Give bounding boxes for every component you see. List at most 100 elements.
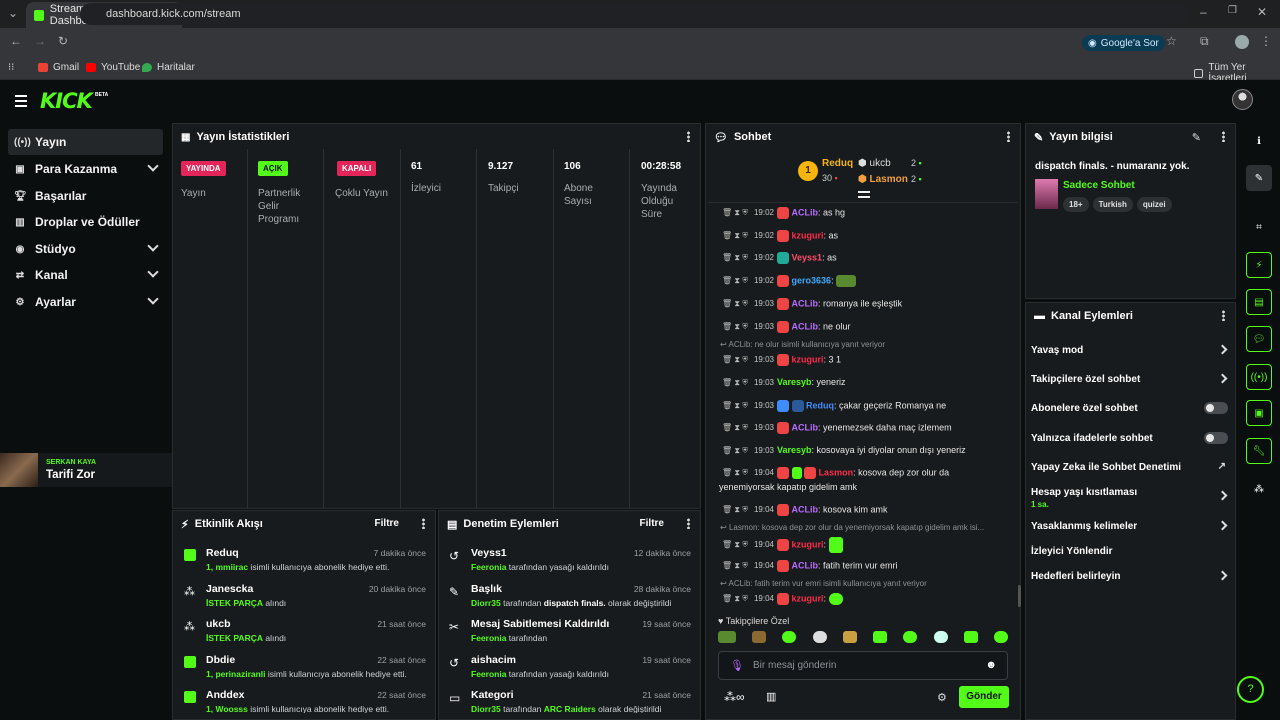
- mod-action-icons[interactable]: 🗑︎ ⧗ ⛨: [722, 299, 748, 309]
- chat-menu-icon[interactable]: [1007, 131, 1010, 142]
- activity-user[interactable]: Janescka: [206, 583, 254, 595]
- category-name[interactable]: Sadece Sohbet: [1063, 180, 1135, 191]
- url-field[interactable]: dashboard.kick.com/stream: [80, 3, 1190, 25]
- sidebar-item-studyo[interactable]: ◉ Stüdyo: [8, 236, 163, 262]
- action-raid[interactable]: İzleyici Yönlendir: [1031, 546, 1226, 557]
- edit-icon[interactable]: ✎: [1246, 165, 1272, 191]
- emote-icon[interactable]: [782, 631, 797, 643]
- moderation-subject[interactable]: Başlık: [471, 583, 502, 595]
- sidebar-item-droplar[interactable]: ▥ Droplar ve Ödüller: [8, 209, 163, 235]
- moderation-subject[interactable]: Mesaj Sabitlemesi Kaldırıldı: [471, 618, 610, 630]
- action-set-goals[interactable]: Hedefleri belirleyin: [1031, 570, 1228, 582]
- bookmark-star-icon[interactable]: ☆: [1166, 34, 1177, 48]
- kick-logo[interactable]: KICK: [40, 89, 93, 113]
- mod-action-icons[interactable]: 🗑︎ ⧗ ⛨: [722, 468, 748, 478]
- chat-scrollbar[interactable]: [1018, 585, 1021, 607]
- user-avatar[interactable]: [1232, 89, 1253, 110]
- msg-user[interactable]: ACLib: [791, 321, 819, 332]
- moderation-menu-icon[interactable]: [687, 518, 690, 529]
- msg-user[interactable]: kzuguri: [791, 539, 824, 550]
- second-gifter[interactable]: ⬢ ukcb: [858, 158, 891, 169]
- chat-input[interactable]: 🎙︎ Bir mesaj gönderin ☻: [718, 651, 1008, 680]
- category-thumbnail[interactable]: [1035, 179, 1058, 209]
- msg-user[interactable]: ACLib: [791, 504, 819, 515]
- edit-pencil-icon[interactable]: ✎: [1191, 132, 1201, 144]
- extensions-icon[interactable]: ⧉: [1200, 34, 1209, 48]
- bookmark-gmail[interactable]: Gmail: [38, 62, 79, 73]
- activity-filter-button[interactable]: Filtre: [374, 518, 399, 529]
- third-gifter[interactable]: ⬢ Lasmon: [858, 174, 908, 185]
- browser-menu-icon[interactable]: ⋮: [1260, 34, 1272, 48]
- msg-user[interactable]: ACLib: [791, 560, 819, 571]
- msg-user[interactable]: gero3636: [791, 275, 832, 286]
- activity-menu-icon[interactable]: [422, 518, 425, 529]
- sidebar-item-yayin[interactable]: ((•)) Yayın: [8, 129, 163, 155]
- moderation-subject[interactable]: aishacim: [471, 654, 516, 666]
- mod-action-icons[interactable]: 🗑︎ ⧗ ⛨: [722, 231, 748, 241]
- restore-icon[interactable]: ❐: [1228, 5, 1237, 16]
- msg-user[interactable]: kzuguri: [791, 593, 824, 604]
- focus-icon[interactable]: ⌗: [1256, 221, 1262, 233]
- hamburger-menu-icon[interactable]: [15, 95, 27, 110]
- msg-user[interactable]: ACLib: [791, 298, 819, 309]
- mod-action-icons[interactable]: 🗑︎ ⧗ ⛨: [722, 355, 748, 365]
- back-icon[interactable]: ←: [10, 34, 22, 48]
- sidebar-item-ayarlar[interactable]: ⚙ Ayarlar: [8, 289, 163, 315]
- emote-icon[interactable]: [812, 631, 827, 643]
- msg-user[interactable]: ACLib: [791, 422, 819, 433]
- chat-settings-icon[interactable]: ⚙: [937, 692, 947, 704]
- moderation-subject[interactable]: Kategori: [471, 689, 514, 701]
- forward-icon[interactable]: →: [34, 34, 46, 48]
- mod-action-icons[interactable]: 🗑︎ ⧗ ⛨: [722, 378, 748, 387]
- broadcast-icon[interactable]: ((•)): [1246, 364, 1272, 390]
- msg-user[interactable]: Veyss1: [791, 252, 823, 263]
- msg-user[interactable]: Varesyb: [777, 445, 812, 455]
- sidebar-item-basarilar[interactable]: 🏆︎ Başarılar: [8, 183, 163, 209]
- channel-actions-menu-icon[interactable]: [1222, 310, 1225, 321]
- action-account-age[interactable]: Hesap yaşı kısıtlaması 1 sa.: [1031, 487, 1228, 509]
- tag[interactable]: quizei: [1136, 197, 1172, 212]
- mod-action-icons[interactable]: 🗑︎ ⧗ ⛨: [722, 505, 748, 515]
- subscribers-only-toggle[interactable]: [1204, 402, 1228, 414]
- mod-action-icons[interactable]: 🗑︎ ⧗ ⛨: [722, 253, 748, 263]
- emote-icon[interactable]: [873, 631, 888, 643]
- moderation-filter-button[interactable]: Filtre: [639, 518, 664, 529]
- mod-action-icons[interactable]: 🗑︎ ⧗ ⛨: [722, 276, 748, 286]
- help-bubble-icon[interactable]: ?: [1237, 676, 1264, 703]
- tag[interactable]: 18+: [1063, 197, 1089, 212]
- activity-user[interactable]: Anddex: [206, 689, 245, 701]
- emote-icon[interactable]: [963, 631, 978, 643]
- store-icon[interactable]: ▥: [766, 691, 777, 703]
- google-sor-button[interactable]: ◉ Google'a Sor: [1082, 35, 1165, 51]
- send-button[interactable]: Gönder: [959, 686, 1009, 708]
- emotes-only-toggle[interactable]: [1204, 432, 1228, 444]
- emote-icon[interactable]: [718, 631, 736, 643]
- kicks-icon[interactable]: ⁂: [1254, 483, 1264, 495]
- mod-action-icons[interactable]: 🗑︎ ⧗ ⛨: [722, 208, 748, 218]
- emote-icon[interactable]: [903, 631, 918, 643]
- mod-action-icons[interactable]: 🗑︎ ⧗ ⛨: [722, 322, 748, 332]
- sidebar-item-kanal[interactable]: ⇄ Kanal: [8, 262, 163, 288]
- action-banned-words[interactable]: Yasaklanmış kelimeler: [1031, 520, 1228, 532]
- mod-action-icons[interactable]: 🗑︎ ⧗ ⛨: [722, 401, 748, 411]
- mod-action-icons[interactable]: 🗑︎ ⧗ ⛨: [722, 540, 748, 550]
- activity-user[interactable]: Dbdie: [206, 654, 236, 666]
- action-ai-moderation[interactable]: Yapay Zeka ile Sohbet Denetimi ↗: [1031, 461, 1226, 473]
- minimize-icon[interactable]: –: [1200, 5, 1207, 19]
- emote-icon[interactable]: [993, 631, 1008, 643]
- bookmark-maps[interactable]: Haritalar: [142, 62, 195, 73]
- stream-info-menu-icon[interactable]: [1222, 131, 1225, 142]
- microphone-icon[interactable]: 🎙︎: [730, 660, 744, 672]
- window-close-icon[interactable]: ✕: [1257, 5, 1268, 19]
- profile-icon[interactable]: [1235, 35, 1249, 49]
- emoji-icon[interactable]: ☻: [985, 659, 997, 671]
- activity-user[interactable]: Reduq: [206, 547, 239, 559]
- action-slow-mode[interactable]: Yavaş mod: [1031, 344, 1228, 356]
- emote-icon[interactable]: [933, 631, 948, 643]
- msg-user[interactable]: ACLib: [791, 207, 819, 218]
- mod-action-icons[interactable]: 🗑︎ ⧗ ⛨: [722, 446, 748, 455]
- emote-icon[interactable]: [842, 631, 857, 643]
- bookmark-youtube[interactable]: YouTube: [86, 62, 140, 73]
- mod-action-icons[interactable]: 🗑︎ ⧗ ⛨: [722, 561, 748, 571]
- stats-menu-icon[interactable]: [687, 131, 690, 142]
